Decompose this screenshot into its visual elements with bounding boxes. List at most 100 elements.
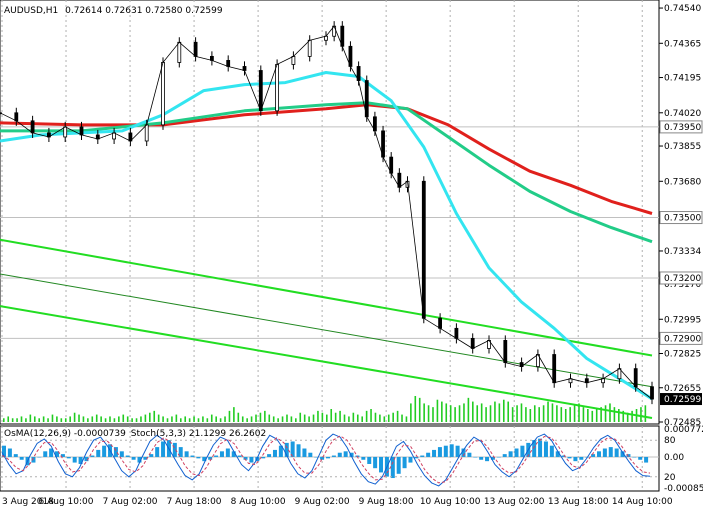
level-label-box bbox=[659, 120, 703, 134]
osma-bar bbox=[538, 438, 543, 457]
osma-bar bbox=[326, 456, 330, 459]
volume-bar bbox=[441, 401, 443, 422]
price-candle bbox=[14, 112, 19, 122]
volume-bar bbox=[436, 399, 439, 422]
volume-bar bbox=[348, 416, 350, 422]
volume-bar bbox=[595, 409, 598, 422]
price-candle bbox=[307, 39, 312, 57]
volume-bar bbox=[277, 418, 279, 422]
y-tick-label: 0.72825 bbox=[664, 350, 701, 360]
level-label-box bbox=[659, 331, 703, 345]
symbol-header: AUDUSD,H1 0.72614 0.72631 0.72580 0.7259… bbox=[4, 6, 223, 16]
channel-line bbox=[0, 305, 653, 419]
volume-bar bbox=[529, 409, 532, 422]
osma-bar bbox=[549, 445, 554, 457]
osma-bar bbox=[620, 451, 625, 457]
osma-bar bbox=[202, 456, 207, 462]
volume-bar bbox=[604, 405, 607, 422]
osma-bar bbox=[284, 442, 289, 457]
osma-bar bbox=[172, 442, 177, 457]
volume-bar bbox=[64, 418, 67, 422]
volume-bar bbox=[42, 416, 45, 422]
osma-bar bbox=[208, 456, 213, 460]
volume-bar bbox=[352, 412, 355, 422]
channel-line bbox=[0, 238, 653, 357]
volume-bar bbox=[498, 403, 501, 422]
osma-bar bbox=[78, 456, 83, 464]
volume-bar bbox=[272, 416, 275, 422]
level-label: 0.73950 bbox=[664, 123, 701, 133]
volume-bar bbox=[573, 405, 576, 422]
osma-bar bbox=[137, 456, 142, 463]
volume-bar bbox=[16, 418, 18, 422]
volume-bar bbox=[3, 418, 5, 422]
osma-bar bbox=[602, 448, 607, 457]
level-label: 0.73500 bbox=[664, 214, 701, 224]
volume-bar bbox=[564, 409, 567, 422]
volume-bar bbox=[370, 409, 372, 422]
x-tick-label: 9 Aug 02:00 bbox=[295, 497, 350, 507]
osma-bar bbox=[272, 449, 277, 457]
stoch-line bbox=[1, 433, 651, 487]
osma-bar bbox=[2, 445, 6, 457]
osma-bar bbox=[60, 454, 65, 457]
volume-bar bbox=[73, 412, 76, 422]
y-tick-label: 0.73334 bbox=[664, 247, 701, 257]
osma-bar bbox=[502, 454, 507, 457]
osma-bar bbox=[119, 451, 124, 457]
price-candle bbox=[161, 62, 165, 126]
volume-bar bbox=[476, 405, 479, 422]
osma-axis-label: 0.000772 bbox=[664, 425, 703, 435]
osma-bar bbox=[190, 455, 195, 457]
volume-bar bbox=[467, 397, 470, 422]
x-tick-label: 10 Aug 10:00 bbox=[420, 497, 481, 507]
osma-bar bbox=[432, 449, 437, 457]
volume-bar bbox=[432, 407, 434, 422]
x-tick-label: 14 Aug 10:00 bbox=[612, 497, 673, 507]
y-tick-label: 0.74540 bbox=[664, 4, 701, 14]
price-layer bbox=[0, 21, 654, 405]
osma-bar bbox=[90, 455, 95, 457]
osma-bar bbox=[437, 447, 442, 457]
volume-bar bbox=[69, 416, 71, 422]
volume-bar bbox=[175, 414, 178, 422]
x-tick-label: 3 Aug 2018 bbox=[2, 497, 54, 507]
osma-bar bbox=[237, 455, 242, 457]
volume-bar bbox=[330, 409, 333, 422]
volume-bar bbox=[171, 416, 173, 422]
osma-header: OsMA(12,26,9) -0.0000739 Stoch(5,3,3) 21… bbox=[4, 429, 266, 439]
level-layer bbox=[0, 126, 659, 339]
volume-bar bbox=[250, 416, 253, 422]
channel-line bbox=[0, 273, 653, 388]
volume-bar bbox=[126, 416, 129, 422]
volume-bar bbox=[458, 405, 461, 422]
volume-bar bbox=[122, 414, 125, 422]
osma-bar bbox=[543, 441, 548, 457]
volume-bar bbox=[246, 418, 248, 422]
osma-bar bbox=[361, 456, 366, 460]
volume-bar bbox=[100, 416, 102, 422]
osma-bar bbox=[496, 456, 501, 458]
volume-bar bbox=[197, 418, 200, 422]
price-candle bbox=[470, 338, 475, 349]
price-candle bbox=[650, 386, 654, 400]
osma-bar bbox=[373, 456, 378, 469]
x-tick-label: 13 Aug 18:00 bbox=[548, 497, 609, 507]
volume-bar bbox=[7, 416, 10, 422]
osma-bar bbox=[66, 456, 71, 459]
volume-bar bbox=[622, 410, 625, 422]
volume-bar bbox=[166, 418, 169, 422]
osma-bar bbox=[314, 456, 319, 458]
volume-bar bbox=[361, 416, 363, 422]
volume-bar bbox=[587, 409, 589, 422]
osma-bar bbox=[608, 447, 613, 457]
volume-bar bbox=[480, 403, 483, 422]
volume-bar bbox=[551, 403, 554, 422]
osma-bar bbox=[532, 440, 537, 457]
osma-bar bbox=[290, 441, 295, 457]
osma-bar bbox=[308, 452, 313, 457]
volume-bar bbox=[135, 418, 138, 422]
osma-bar bbox=[632, 456, 637, 458]
volume-bar bbox=[153, 410, 156, 422]
y-tick-label: 0.73855 bbox=[664, 142, 701, 152]
